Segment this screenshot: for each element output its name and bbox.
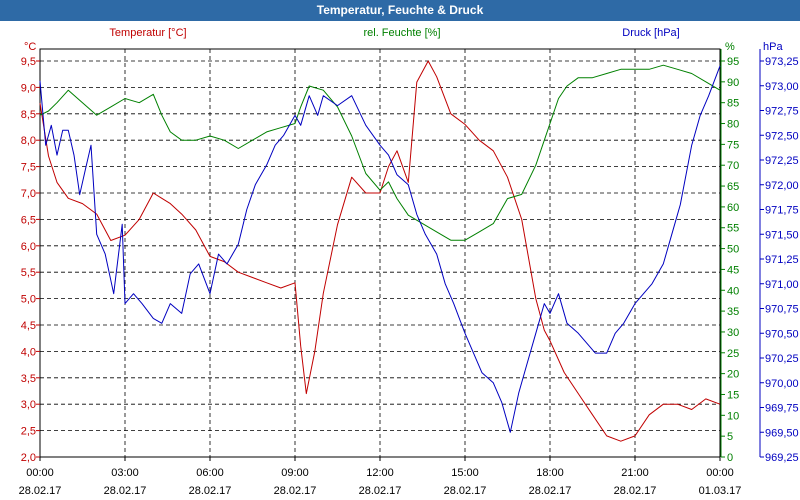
x-tick-date: 28.02.17 [529,485,572,497]
x-tick-date: 28.02.17 [19,485,62,497]
humidity-tick-label: 85 [727,98,739,110]
humidity-tick-label: 20 [727,369,739,381]
temp-tick-label: 6,5 [21,214,36,226]
pressure-tick-label: 972,50 [765,130,799,142]
x-tick-time: 06:00 [196,467,224,479]
chart-area: 9,5 9,0 8,5 8,0 7,5 7,0 6,5 6,0 5,5 5,0 4,5 4,0 3,5 3… [19,27,799,497]
pressure-tick-label: 973,00 [765,81,799,93]
grid-lines [39,49,721,458]
humidity-tick-label: 80 [727,119,739,131]
temperature-unit: °C [24,41,36,53]
humidity-series-label: rel. Feuchte [%] [363,27,440,39]
series-layer [39,60,721,442]
humidity-tick-label: 55 [727,223,739,235]
temp-tick-label: 7,0 [21,188,36,200]
x-tick-time: 03:00 [111,467,139,479]
pressure-tick-label: 969,25 [765,452,799,464]
axis-time: 00:00 28.02.17 03:00 28.02.17 06:00 28.02.17 0… [19,457,742,497]
pressure-tick-label: 970,75 [765,304,799,316]
temp-tick-label: 8,5 [21,109,36,121]
temp-tick-label: 5,0 [21,294,36,306]
temp-series-line [39,60,721,442]
pressure-tick-label: 972,75 [765,106,799,118]
pressure-tick-label: 969,50 [765,427,799,439]
pressure-tick-label: 972,25 [765,155,799,167]
pressure-tick-label: 971,25 [765,254,799,266]
axis-temperature: 9,5 9,0 8,5 8,0 7,5 7,0 6,5 6,0 5,5 5,0 4,5 4,0 3,5 3… [21,56,40,464]
axis-pressure: 973,25 973,00 972,75 972,50 972,25 972,00 971,… [759,49,799,464]
humidity-unit: % [725,41,735,53]
temp-tick-label: 3,5 [21,373,36,385]
pressure-tick-label: 970,50 [765,328,799,340]
temp-tick-label: 8,0 [21,135,36,147]
x-tick-date: 28.02.17 [359,485,402,497]
humidity-tick-label: 15 [727,389,739,401]
temp-tick-label: 4,0 [21,346,36,358]
pressure-series-label: Druck [hPa] [622,27,679,39]
pressure-tick-label: 970,25 [765,353,799,365]
humidity-tick-label: 45 [727,264,739,276]
x-tick-time: 00:00 [706,467,734,479]
pressure-tick-label: 971,75 [765,205,799,217]
temp-tick-label: 4,5 [21,320,36,332]
x-tick-date: 28.02.17 [444,485,487,497]
temp-tick-label: 7,5 [21,162,36,174]
x-tick-time: 12:00 [366,467,394,479]
temp-tick-label: 9,0 [21,82,36,94]
pressure-tick-label: 973,25 [765,56,799,68]
humidity-tick-label: 40 [727,285,739,297]
humidity-tick-label: 65 [727,181,739,193]
humidity-tick-label: 25 [727,348,739,360]
x-tick-time: 00:00 [26,467,54,479]
temperature-series-label: Temperatur [°C] [109,27,186,39]
humidity-tick-label: 35 [727,306,739,318]
pressure-unit: hPa [763,41,783,53]
temp-tick-label: 5,5 [21,267,36,279]
pressure-tick-label: 971,00 [765,279,799,291]
humidity-tick-label: 75 [727,139,739,151]
x-tick-time: 18:00 [536,467,564,479]
humidity-tick-label: 60 [727,202,739,214]
x-tick-date: 28.02.17 [274,485,317,497]
x-tick-date: 28.02.17 [614,485,657,497]
humidity-tick-label: 95 [727,56,739,68]
temp-tick-label: 9,5 [21,56,36,68]
humidity-tick-label: 90 [727,77,739,89]
temp-tick-label: 6,0 [21,241,36,253]
hum-series-line [39,64,721,241]
x-tick-date: 28.02.17 [104,485,147,497]
humidity-tick-label: 5 [727,431,733,443]
pressure-tick-label: 971,50 [765,229,799,241]
temp-tick-label: 2,0 [21,452,36,464]
humidity-tick-label: 30 [727,327,739,339]
humidity-tick-label: 0 [727,452,733,464]
pressure-tick-label: 969,75 [765,403,799,415]
temp-tick-label: 3,0 [21,399,36,411]
x-tick-time: 21:00 [621,467,649,479]
humidity-tick-label: 70 [727,160,739,172]
pressure-tick-label: 970,00 [765,378,799,390]
x-tick-time: 15:00 [451,467,479,479]
temp-tick-label: 2,5 [21,426,36,438]
x-tick-date: 28.02.17 [189,485,232,497]
humidity-tick-label: 50 [727,244,739,256]
pressure-tick-label: 972,00 [765,180,799,192]
x-tick-date: 01.03.17 [699,485,742,497]
humidity-tick-label: 10 [727,410,739,422]
window-title: Temperatur, Feuchte & Druck [0,0,800,21]
x-tick-time: 09:00 [281,467,309,479]
press-series-line [39,65,721,433]
